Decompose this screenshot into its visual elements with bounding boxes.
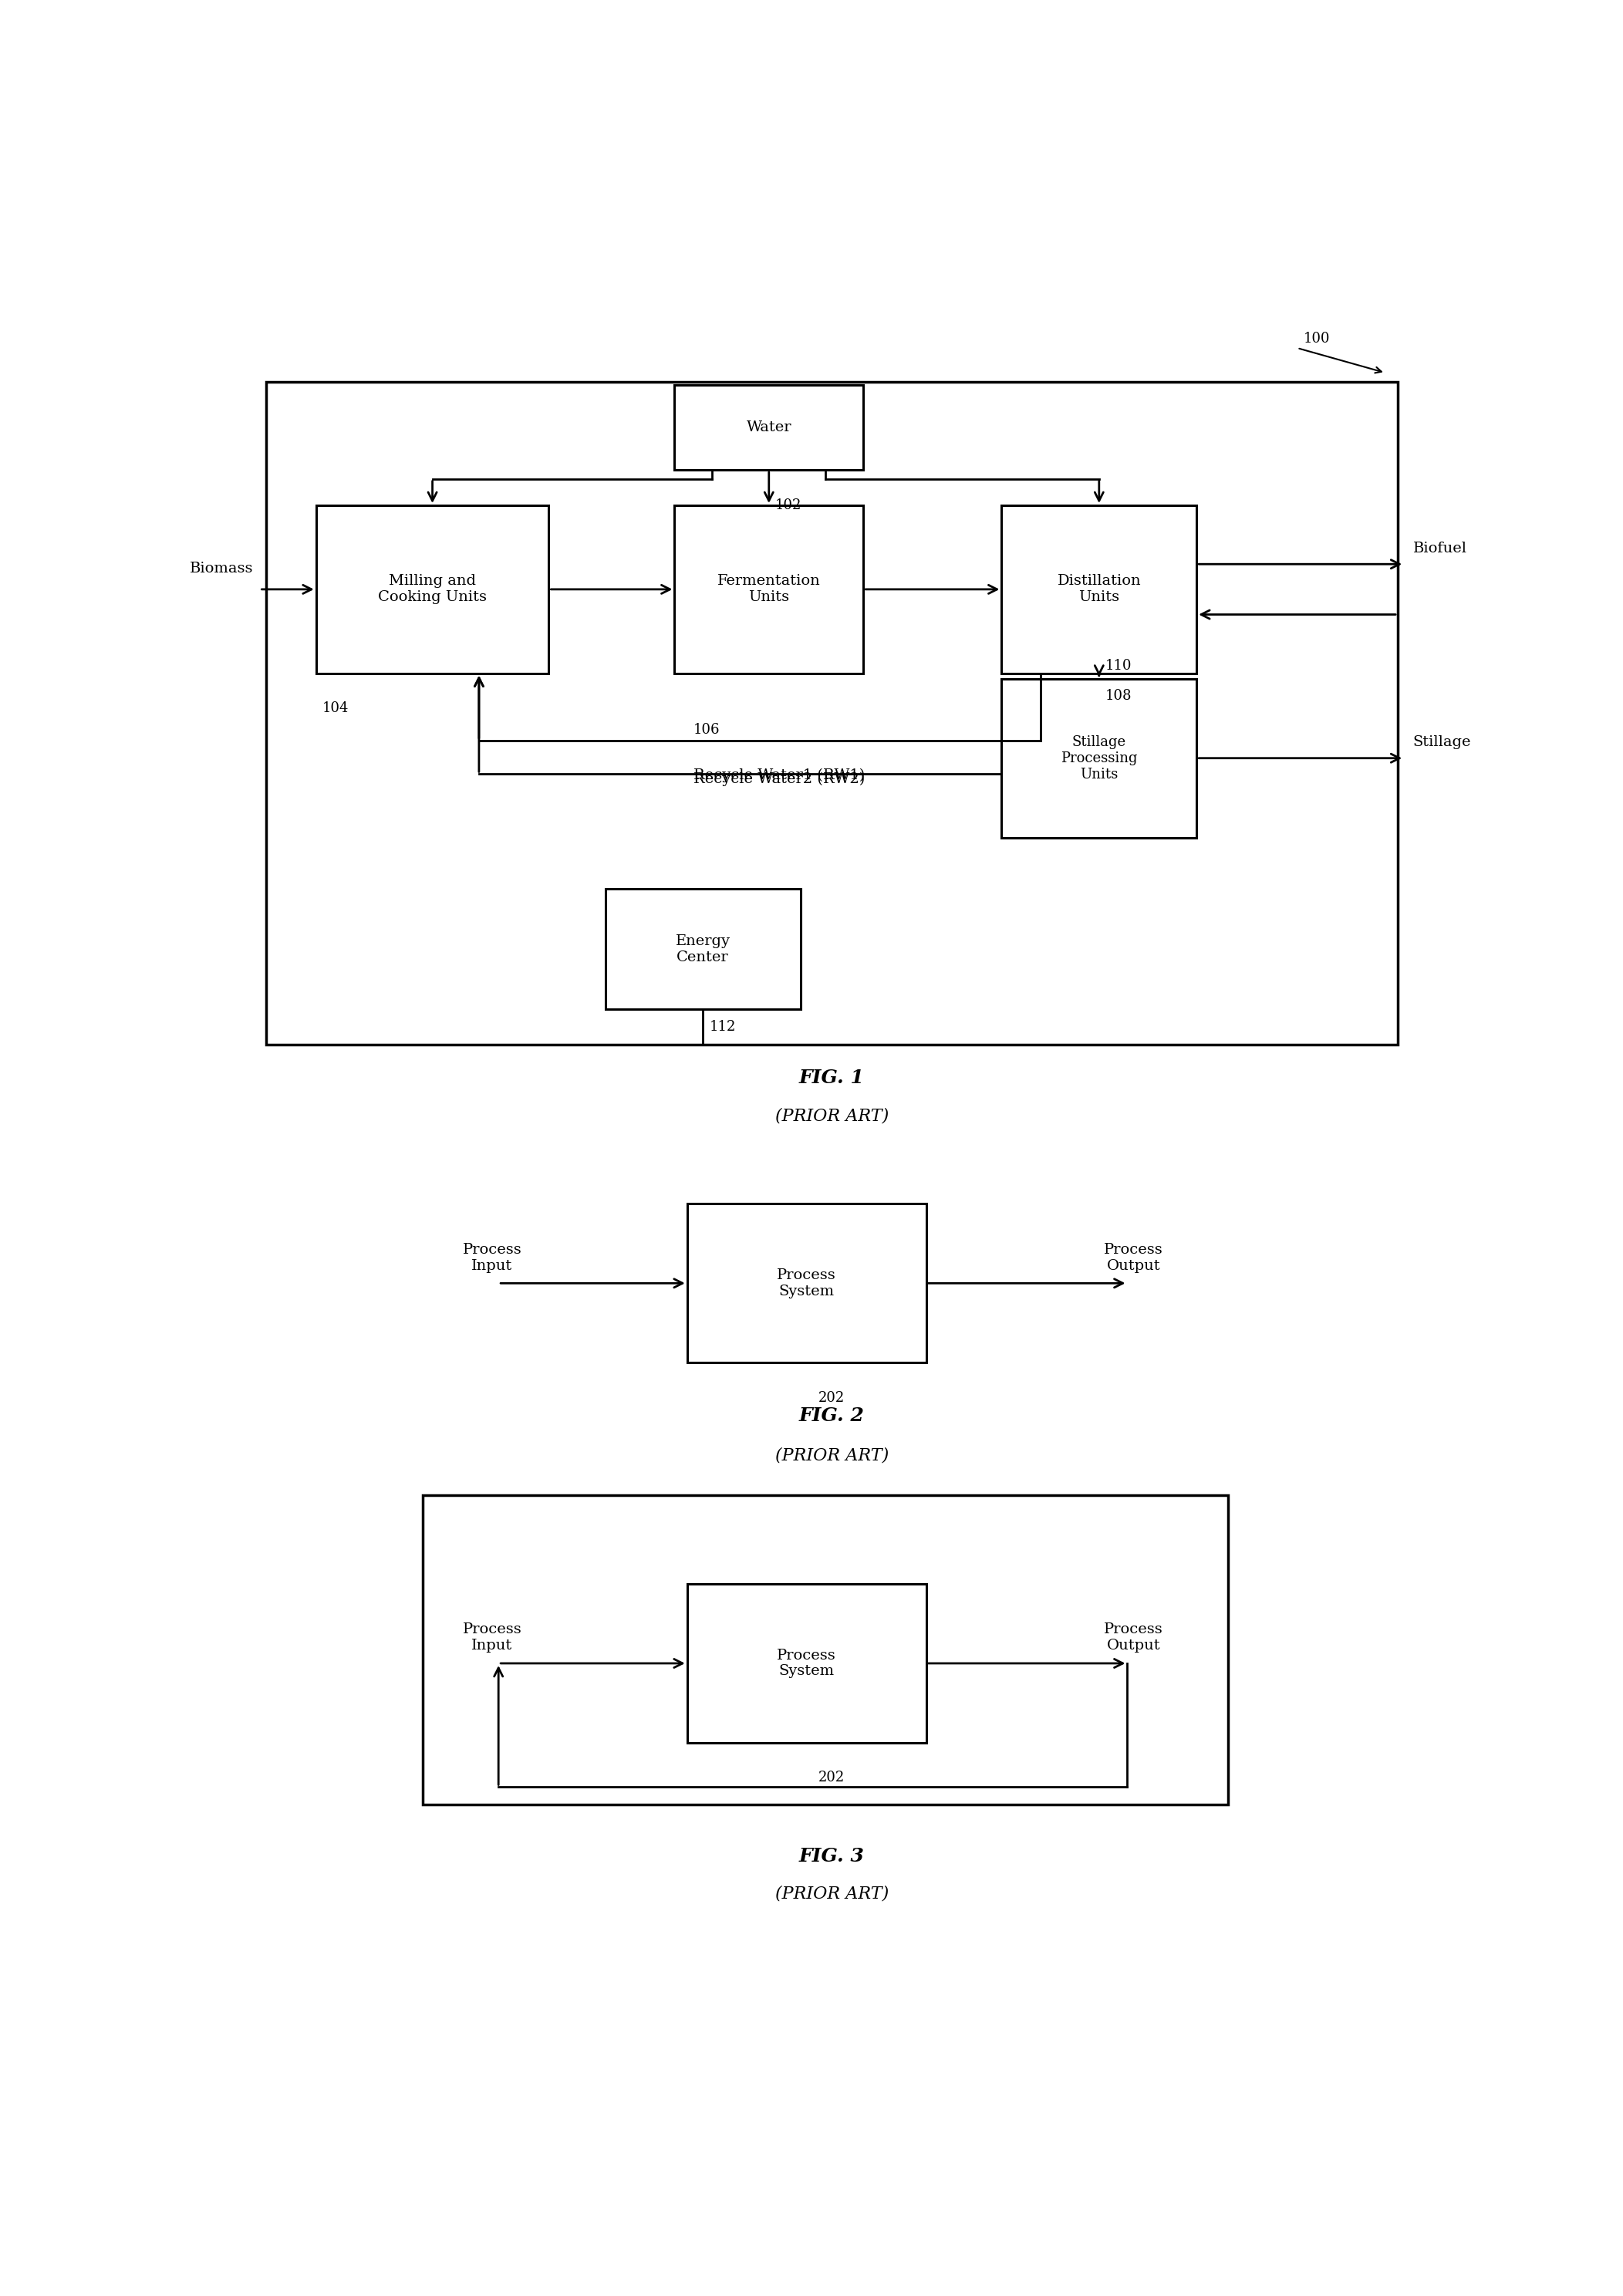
Text: Process
Output: Process Output: [1104, 1623, 1164, 1653]
Text: Fermentation
Units: Fermentation Units: [717, 574, 821, 604]
Bar: [675, 386, 863, 471]
Text: Biofuel: Biofuel: [1414, 542, 1467, 556]
Text: 104: 104: [323, 700, 349, 716]
Text: FIG. 2: FIG. 2: [799, 1407, 865, 1426]
Text: 110: 110: [1105, 659, 1131, 673]
Text: 108: 108: [1105, 689, 1131, 703]
Text: (PRIOR ART): (PRIOR ART): [776, 1107, 888, 1125]
Text: Process
Output: Process Output: [1104, 1242, 1164, 1272]
Text: Process
Input: Process Input: [463, 1623, 521, 1653]
Text: 112: 112: [709, 1019, 735, 1033]
Text: Energy
Center: Energy Center: [675, 934, 730, 964]
Text: 202: 202: [818, 1391, 846, 1405]
Text: (PRIOR ART): (PRIOR ART): [776, 1885, 888, 1903]
Text: Stillage
Processing
Units: Stillage Processing Units: [1061, 735, 1138, 781]
Text: Biomass: Biomass: [190, 560, 253, 576]
Text: Process
System: Process System: [777, 1649, 836, 1678]
Text: Process
System: Process System: [777, 1267, 836, 1297]
Text: Water: Water: [747, 420, 792, 434]
Text: (PRIOR ART): (PRIOR ART): [776, 1446, 888, 1465]
Bar: [675, 505, 863, 673]
Text: Process
Input: Process Input: [463, 1242, 521, 1272]
Bar: [266, 381, 1397, 1045]
Text: 102: 102: [776, 498, 802, 512]
Text: 106: 106: [693, 723, 721, 737]
Text: 202: 202: [818, 1770, 846, 1784]
Text: Recycle Water1 (RW1): Recycle Water1 (RW1): [693, 769, 865, 783]
Bar: [605, 889, 800, 1010]
Bar: [316, 505, 549, 673]
Text: Distillation
Units: Distillation Units: [1057, 574, 1141, 604]
Text: FIG. 3: FIG. 3: [799, 1846, 865, 1864]
Text: 100: 100: [1303, 333, 1331, 347]
Text: Milling and
Cooking Units: Milling and Cooking Units: [378, 574, 487, 604]
Bar: [1001, 680, 1196, 838]
Text: Recycle Water2 (RW2): Recycle Water2 (RW2): [693, 771, 865, 785]
Bar: [687, 1584, 927, 1743]
Bar: [687, 1203, 927, 1364]
Text: FIG. 1: FIG. 1: [799, 1070, 865, 1088]
Bar: [1001, 505, 1196, 673]
Text: Stillage: Stillage: [1414, 735, 1470, 748]
Bar: [424, 1495, 1229, 1805]
